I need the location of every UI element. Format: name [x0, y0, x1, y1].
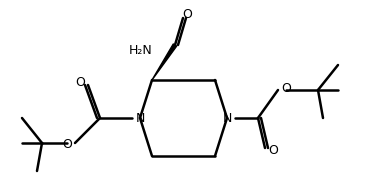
Text: H₂N: H₂N — [129, 43, 153, 57]
Polygon shape — [152, 44, 177, 80]
Text: O: O — [75, 75, 85, 88]
Text: O: O — [281, 81, 291, 94]
Text: N: N — [135, 112, 145, 125]
Text: O: O — [268, 145, 278, 157]
Text: O: O — [182, 9, 192, 22]
Text: N: N — [222, 112, 232, 125]
Text: O: O — [62, 139, 72, 152]
